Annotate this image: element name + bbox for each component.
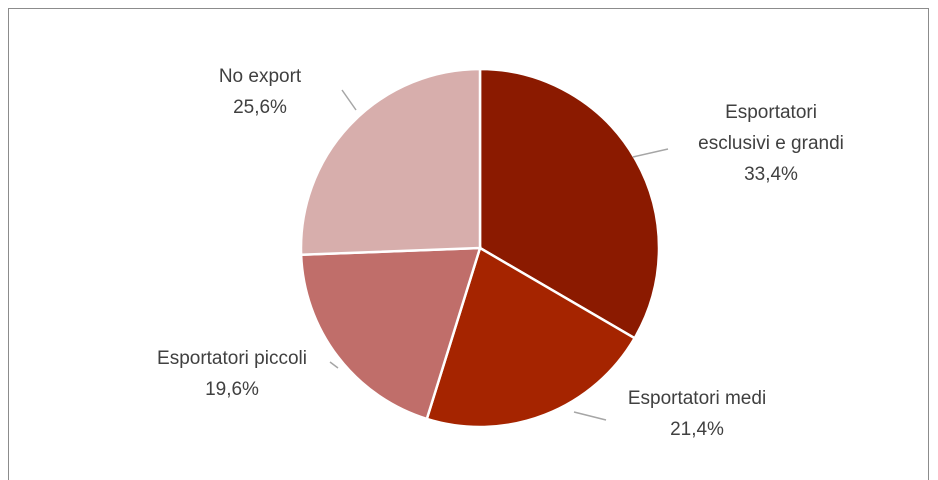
slice-name-label-esportatori-esclusivi-e-grandi: Esportatori	[725, 102, 817, 123]
slice-name-label-no-export: No export	[219, 66, 302, 87]
pie-slice-no-export	[299, 67, 482, 257]
leader-line-esportatori-medi	[573, 411, 607, 421]
slice-name-label-esportatori-esclusivi-e-grandi: esclusivi e grandi	[698, 133, 844, 154]
pie-slice-esportatori-esclusivi-e-grandi	[478, 67, 661, 340]
slice-name-label-esportatori-medi: Esportatori medi	[628, 388, 766, 409]
slice-value-label-esportatori-esclusivi-e-grandi: 33,4%	[744, 164, 798, 185]
pie-slice-esportatori-medi	[425, 246, 637, 429]
pie-slice-esportatori-piccoli	[299, 246, 482, 421]
leader-line-esportatori-piccoli	[329, 361, 339, 369]
slice-value-label-esportatori-piccoli: 19,6%	[205, 379, 259, 400]
leader-line-no-export	[341, 89, 357, 111]
leader-line-esportatori-esclusivi-e-grandi	[632, 148, 669, 158]
slice-value-label-esportatori-medi: 21,4%	[670, 419, 724, 440]
slice-name-label-esportatori-piccoli: Esportatori piccoli	[157, 348, 307, 369]
slice-value-label-no-export: 25,6%	[233, 97, 287, 118]
